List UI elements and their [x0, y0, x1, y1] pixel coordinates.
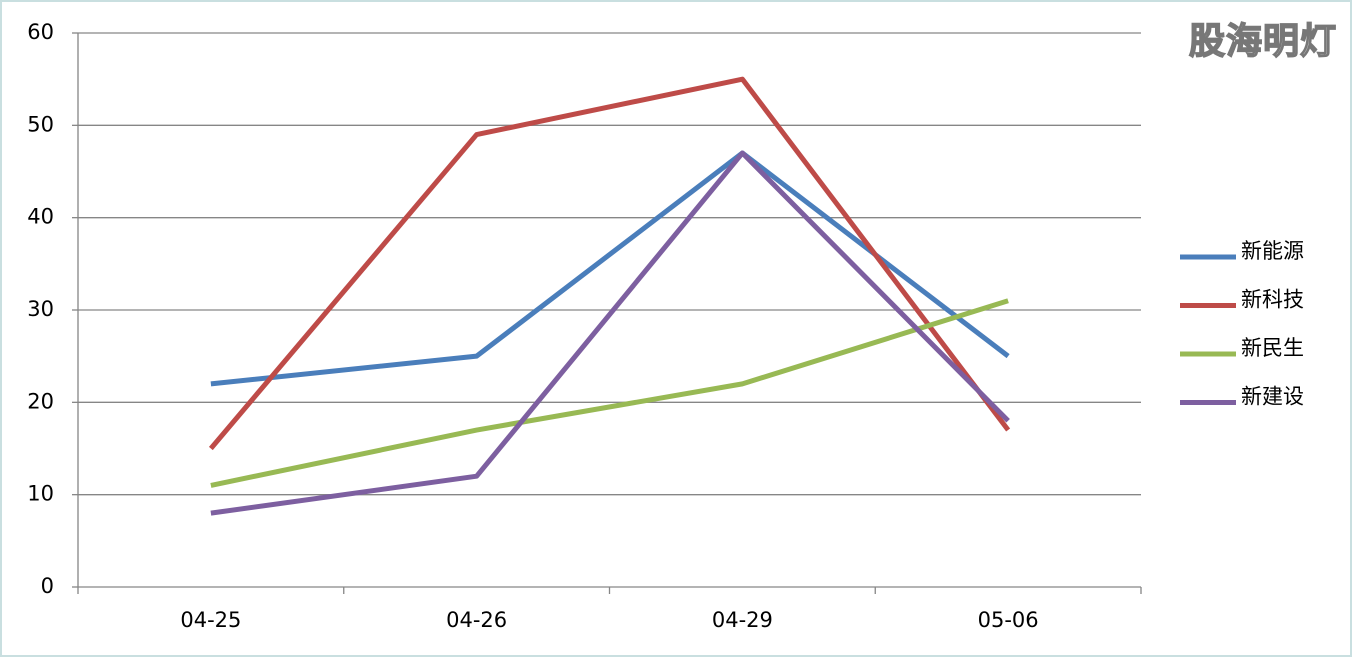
y-tick-label: 20 — [27, 389, 54, 413]
watermark: 股海明灯 — [1188, 20, 1337, 63]
series-line — [210, 150, 1010, 516]
x-tick-label: 04-29 — [712, 608, 773, 632]
x-tick-label: 05-06 — [978, 608, 1039, 632]
y-tick-label: 50 — [27, 112, 54, 136]
x-tick-label: 04-25 — [180, 608, 241, 632]
series-line — [208, 76, 1011, 451]
legend-label: 新科技 — [1241, 288, 1304, 312]
series-line — [210, 298, 1009, 488]
legend-label: 新建设 — [1241, 385, 1304, 409]
legend-label: 新能源 — [1241, 239, 1304, 263]
x-tick-label: 04-26 — [446, 608, 507, 632]
y-tick-label: 0 — [41, 574, 54, 598]
legend-label: 新民生 — [1241, 336, 1304, 360]
y-tick-label: 30 — [27, 297, 54, 321]
y-tick-label: 10 — [27, 482, 54, 506]
y-tick-label: 60 — [27, 20, 54, 44]
y-tick-label: 40 — [27, 205, 54, 229]
